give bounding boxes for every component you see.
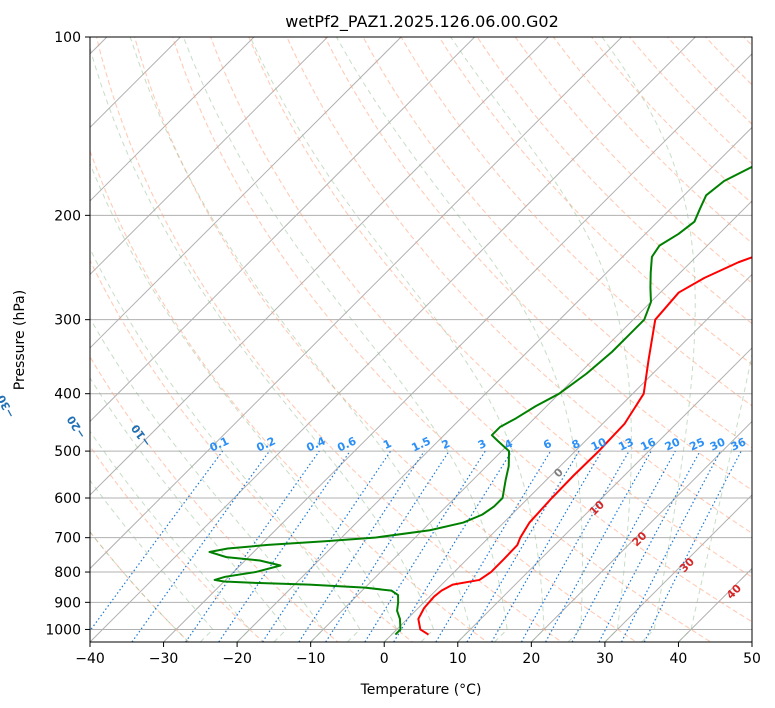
moist-adiabat-line xyxy=(90,46,435,642)
moist-adiabat-line xyxy=(90,317,324,642)
dry-adiabat-line xyxy=(210,37,752,623)
dry-adiabat-line xyxy=(90,259,414,642)
mixing-ratio-line xyxy=(364,450,486,642)
isotherm-line xyxy=(604,494,752,642)
mixing-ratio-line xyxy=(185,450,320,642)
profile-line xyxy=(417,256,752,636)
moist-adiabat-line xyxy=(90,162,398,642)
x-tick-label: 0 xyxy=(380,651,389,667)
dry-adiabat-line xyxy=(172,37,712,642)
dry-adiabat-line xyxy=(90,149,488,642)
mixing-ratio-line xyxy=(218,450,351,642)
mixing-ratio-line xyxy=(90,450,224,632)
x-tick-label: 30 xyxy=(596,651,614,667)
moist-adiabat-line xyxy=(249,37,545,642)
mixing-ratio-line xyxy=(325,450,450,642)
moist-adiabat-line xyxy=(90,531,190,642)
mixing-ratio-label: 13 xyxy=(616,435,635,453)
isotherm-line xyxy=(90,37,182,129)
isotherm-line xyxy=(530,420,752,642)
dry-adiabat-line xyxy=(248,37,752,578)
mixing-ratio-line xyxy=(545,450,652,642)
x-tick-label: −40 xyxy=(75,651,105,667)
y-tick-label: 300 xyxy=(54,313,81,329)
isotherm-line xyxy=(90,37,623,570)
y-tick-label: 900 xyxy=(54,595,81,611)
y-tick-label: 200 xyxy=(54,208,81,224)
mixing-ratio-label: 25 xyxy=(687,435,706,453)
y-axis-label: Pressure (hPa) xyxy=(12,290,28,390)
moist-adiabat-line xyxy=(182,37,508,642)
y-tick-label: 500 xyxy=(54,444,81,460)
y-tick-label: 100 xyxy=(54,30,81,46)
mixing-ratio-line xyxy=(393,450,513,642)
x-tick-label: −20 xyxy=(222,651,252,667)
moist-adiabat-line xyxy=(335,37,583,642)
chart-title: wetPf2_PAZ1.2025.126.06.00.G02 xyxy=(285,12,559,32)
dry-adiabat-line xyxy=(95,37,563,642)
isotherm-line xyxy=(309,200,752,642)
series-lines xyxy=(208,165,752,636)
mixing-ratio-line xyxy=(571,450,676,642)
isotherm-line xyxy=(90,37,402,349)
mixing-ratio-label: 30 xyxy=(708,435,728,453)
x-tick-label: −30 xyxy=(149,651,179,667)
moist-adiabat-line xyxy=(90,430,251,642)
moist-adiabat-line xyxy=(129,37,471,642)
y-tick-label: 400 xyxy=(54,387,81,403)
y-tick-label: 600 xyxy=(54,491,81,507)
moist-adiabat-line xyxy=(450,37,632,642)
mixing-ratio-label: 20 xyxy=(663,435,683,453)
isotherm-line xyxy=(90,37,476,423)
isotherm-line xyxy=(90,37,329,276)
profile-line xyxy=(208,165,752,636)
mixing-ratio-label: 16 xyxy=(639,435,659,453)
x-tick-label: 10 xyxy=(449,651,467,667)
isotherm-line xyxy=(90,37,697,642)
x-tick-label: −10 xyxy=(296,651,326,667)
moist-adiabat-line xyxy=(601,37,696,642)
x-tick-label: 50 xyxy=(743,651,761,667)
mixing-ratio-label: 36 xyxy=(729,435,749,453)
x-axis-label: Temperature (°C) xyxy=(360,682,482,698)
isotherm-line xyxy=(90,37,549,496)
moist-adiabat-line xyxy=(90,479,214,642)
mixing-ratio-line xyxy=(262,450,392,642)
mixing-ratio-label: 10 xyxy=(589,435,609,453)
moist-adiabat-line xyxy=(678,352,752,642)
y-axis: 1000 900 800 700 600 500 400 300 200 100 xyxy=(45,30,90,638)
background-lines xyxy=(90,37,752,642)
x-axis: −40 −30 −20 −10 0 10 20 30 40 50 xyxy=(75,642,761,667)
dry-adiabat-line xyxy=(90,355,339,642)
y-tick-label: 1000 xyxy=(45,622,81,638)
dry-adiabat-line xyxy=(90,531,190,642)
mixing-ratio-line xyxy=(520,450,630,642)
x-tick-label: 40 xyxy=(670,651,688,667)
isotherm-line xyxy=(457,347,752,642)
moist-adiabat-line xyxy=(90,376,288,642)
y-tick-label: 800 xyxy=(54,565,81,581)
dry-adiabat-line xyxy=(362,37,752,449)
dry-adiabat-line xyxy=(134,37,638,642)
mixing-ratio-line xyxy=(298,450,425,642)
y-tick-label: 700 xyxy=(54,531,81,547)
mixing-ratio-line xyxy=(643,450,742,642)
mixing-ratio-line xyxy=(131,450,270,642)
isotherm-line xyxy=(236,126,752,642)
dry-adiabat-line xyxy=(90,445,265,642)
isotherm-line xyxy=(90,37,255,202)
x-tick-label: 20 xyxy=(522,651,540,667)
plot-frame xyxy=(89,36,753,643)
dry-adiabat-line xyxy=(514,37,752,284)
